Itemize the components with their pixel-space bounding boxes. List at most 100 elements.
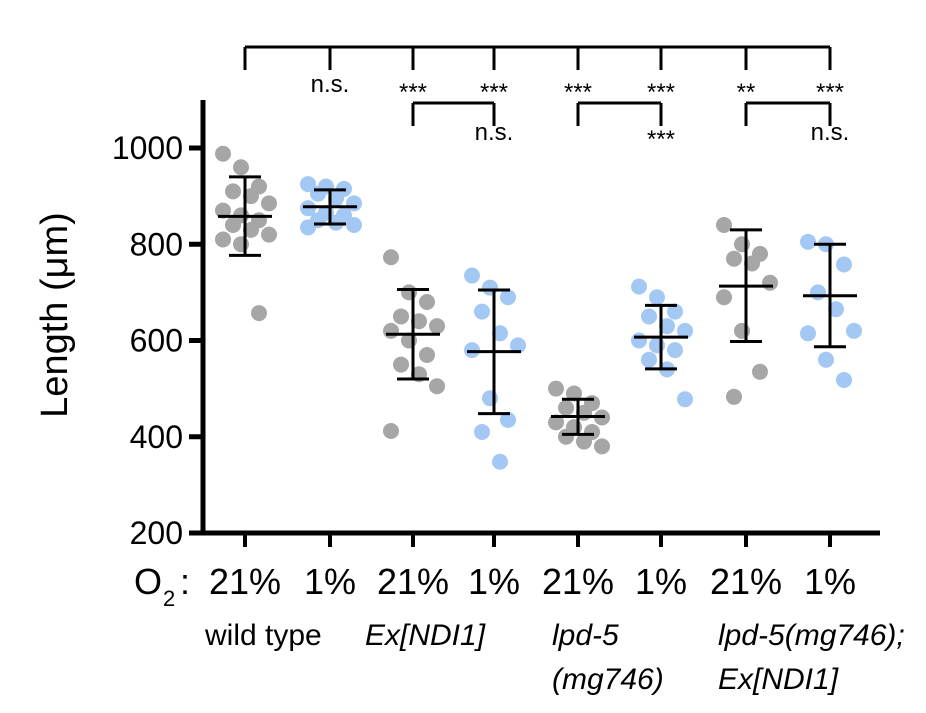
genotype-label: Ex[NDI1] (718, 663, 839, 696)
data-point (649, 337, 665, 354)
data-point (474, 423, 490, 440)
data-point (429, 378, 445, 395)
data-point (464, 267, 480, 284)
data-point (752, 363, 768, 380)
data-point (233, 159, 249, 176)
genotype-label: wild type (204, 619, 322, 652)
data-point (846, 322, 862, 339)
data-point (419, 294, 435, 310)
data-point (566, 385, 582, 402)
genotype-label: (mg746) (552, 663, 664, 696)
significance-brackets: n.s. *** *** *** *** ** ***n.s. *** n.s. (243, 45, 850, 153)
data-point (726, 250, 742, 267)
group-bracket-label: n.s. (811, 119, 850, 146)
data-point (558, 428, 574, 445)
data-point (500, 411, 516, 428)
x-axis-prefix-subscript: 2 (163, 586, 175, 611)
data-point (401, 284, 417, 301)
data-point (482, 279, 498, 296)
x-tick-labels: O 2:21% 1% 21% 1% 21% 1% 21% 1%wild type Ex[NDI1]… (134, 561, 905, 696)
y-tick-label: 600 (130, 323, 183, 359)
data-point (233, 236, 249, 253)
data-point (393, 308, 409, 325)
data-point (215, 202, 231, 219)
data-point (631, 332, 647, 349)
error-bars (218, 175, 857, 436)
data-point (225, 183, 241, 200)
top-bracket-label: n.s. (311, 71, 350, 98)
data-point (659, 318, 675, 335)
data-point (215, 145, 231, 162)
y-tick-label: 1000 (112, 130, 183, 166)
data-point (800, 233, 816, 250)
group-bracket-label: n.s. (475, 119, 514, 146)
genotype-label: lpd-5(mg746); (718, 619, 905, 652)
data-point (346, 217, 362, 233)
data-point (716, 289, 732, 306)
data-point (383, 249, 399, 266)
data-point (677, 322, 693, 339)
condition-label: 1% (304, 561, 356, 602)
data-point (251, 305, 267, 322)
data-point (649, 289, 665, 306)
data-point (631, 278, 647, 295)
condition-label: 1% (804, 561, 856, 602)
data-point (383, 422, 399, 439)
y-tick-label: 400 (130, 419, 183, 455)
condition-label: 21% (710, 561, 782, 602)
data-point (744, 255, 760, 272)
data-point (641, 351, 657, 368)
x-axis-prefix: O (134, 561, 162, 602)
data-point (726, 388, 742, 405)
data-point (383, 322, 399, 339)
data-point (594, 438, 610, 455)
data-point (419, 346, 435, 363)
condition-label: 1% (468, 561, 520, 602)
data-point (734, 236, 750, 253)
axis-labels: Length (μm) (34, 212, 76, 418)
condition-label: 21% (377, 561, 449, 602)
condition-label: 21% (209, 561, 281, 602)
top-bracket-label: ** (737, 79, 756, 106)
data-point (310, 185, 326, 202)
data-point (215, 231, 231, 248)
data-point (828, 301, 844, 318)
data-point (762, 274, 778, 291)
data-point (474, 303, 490, 320)
data-point (677, 391, 693, 408)
data-point (510, 337, 526, 354)
genotype-label: Ex[NDI1] (365, 619, 486, 652)
data-point (482, 390, 498, 407)
data-point (800, 325, 816, 342)
data-point (548, 414, 564, 431)
data-point (492, 453, 508, 470)
axes: 200 400 600 800 1000 (112, 100, 880, 551)
data-point (641, 308, 657, 325)
data-point (393, 356, 409, 373)
data-point (667, 342, 683, 359)
data-point (818, 351, 834, 368)
data-point (261, 226, 277, 243)
data-point (836, 256, 852, 273)
data-point (261, 195, 277, 212)
data-point (243, 221, 259, 238)
data-point (558, 399, 574, 416)
data-point (411, 313, 427, 330)
data-points (215, 145, 862, 470)
condition-label: 1% (635, 561, 687, 602)
data-point (328, 190, 344, 207)
group-bracket-label: *** (647, 126, 675, 153)
data-point (243, 188, 259, 205)
data-point (576, 433, 592, 450)
data-point (300, 176, 316, 193)
data-point (500, 289, 516, 306)
data-point (836, 371, 852, 388)
data-point (716, 217, 732, 233)
condition-label: 21% (542, 561, 614, 602)
data-point (734, 322, 750, 339)
data-point (810, 284, 826, 301)
y-tick-label: 200 (130, 515, 183, 551)
x-axis-prefix-suffix: : (180, 561, 190, 602)
data-point (492, 325, 508, 342)
